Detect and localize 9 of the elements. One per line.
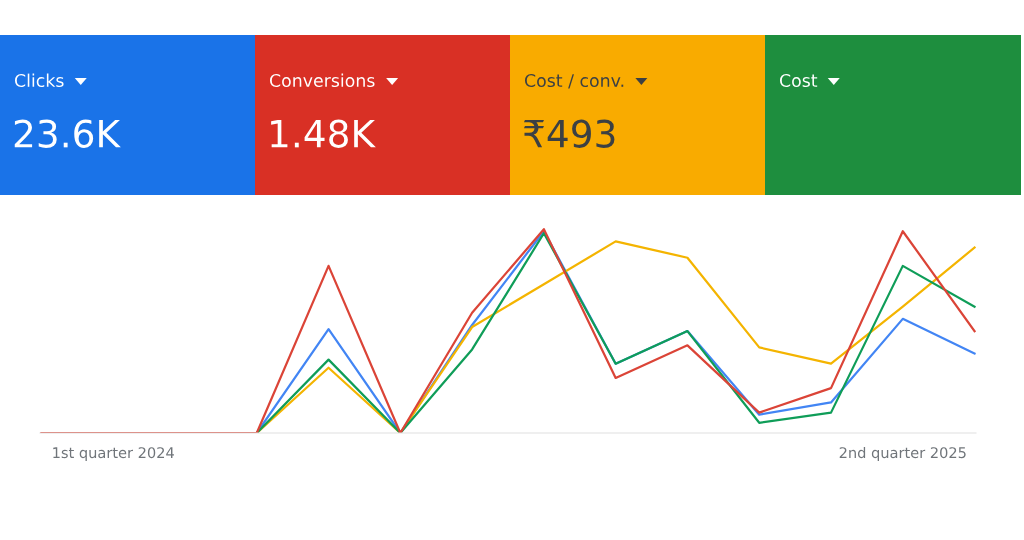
text: ₹493: [523, 119, 615, 148]
x-tick-label: 2nd quarter 2025: [839, 446, 966, 461]
category-label: Conversions: [269, 73, 375, 88]
text: 1.48K: [271, 119, 376, 148]
category-label: Cost: [779, 73, 818, 88]
x-tick-label: 1st quarter 2024: [53, 447, 174, 461]
text: 23.6K: [14, 119, 121, 148]
category-label: Clicks: [14, 73, 64, 88]
category-label: Cost / conv.: [524, 73, 624, 89]
